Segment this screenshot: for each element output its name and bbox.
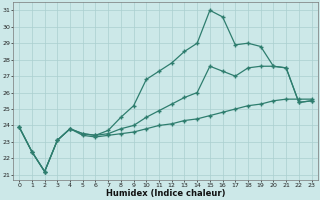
X-axis label: Humidex (Indice chaleur): Humidex (Indice chaleur) bbox=[106, 189, 225, 198]
